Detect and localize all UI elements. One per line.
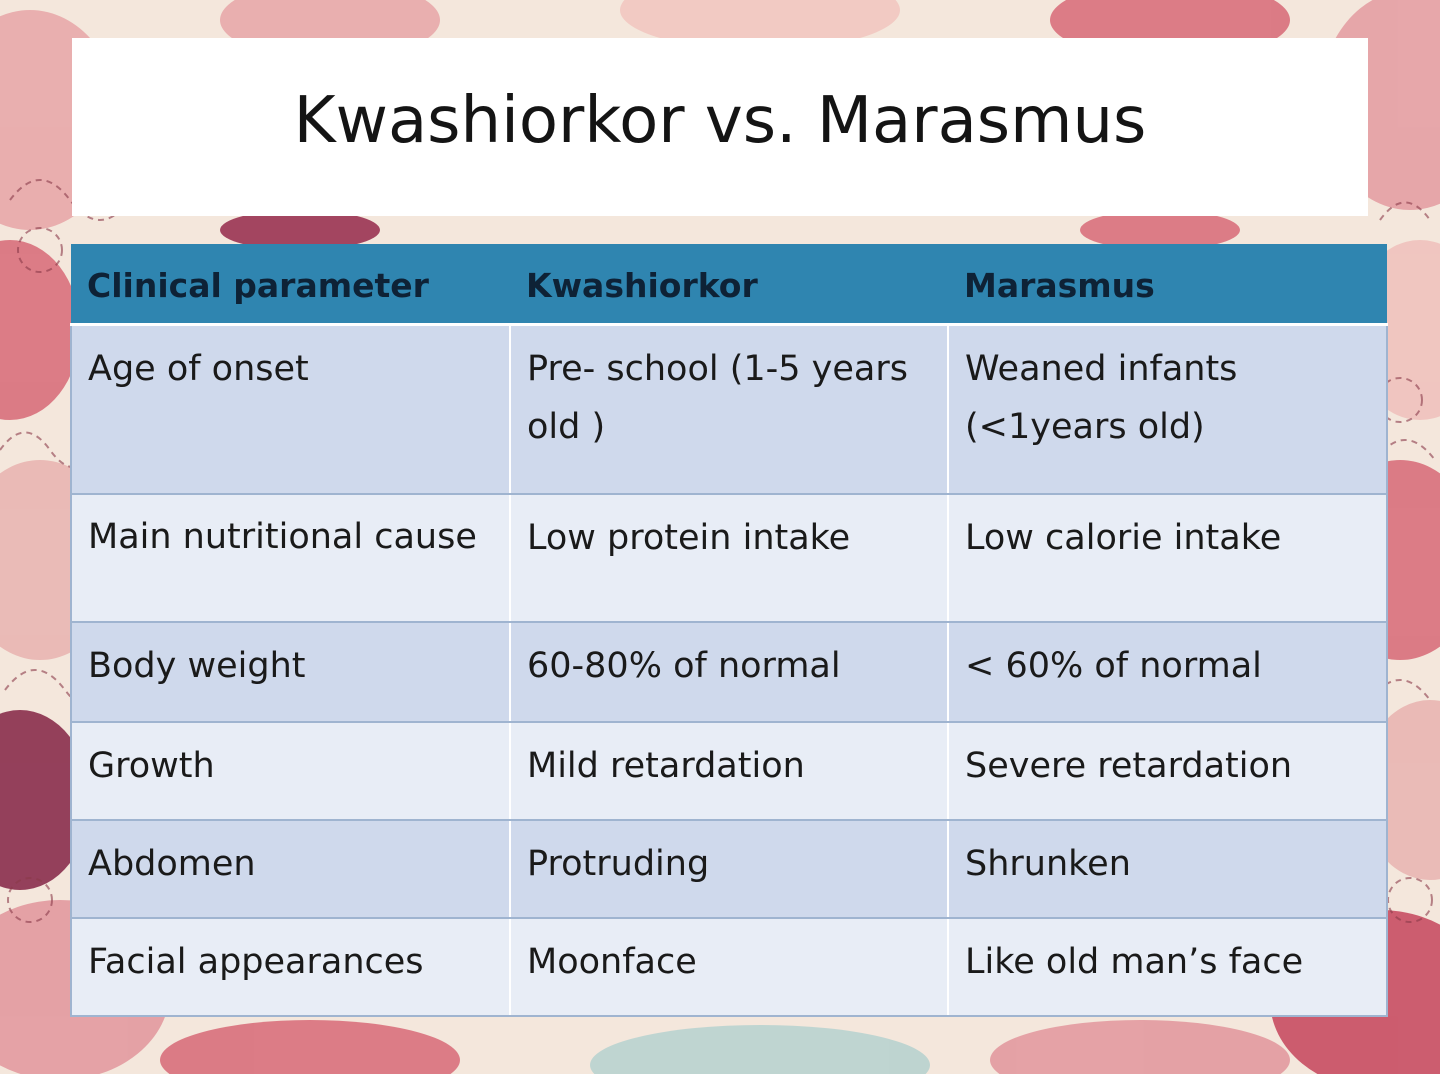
- table-row: Growth Mild retardation Severe retardati…: [70, 721, 1388, 821]
- table-row: Abdomen Protruding Shrunken: [70, 819, 1388, 919]
- table-cell: Protruding: [509, 819, 949, 919]
- table-header-row: Clinical parameter Kwashiorkor Marasmus: [71, 244, 1387, 326]
- table-cell: Facial appearances: [70, 917, 511, 1017]
- table-cell: Moonface: [509, 917, 949, 1017]
- comparison-table: Clinical parameter Kwashiorkor Marasmus …: [70, 244, 1388, 1017]
- table-cell: Pre- school (1-5 years old ): [509, 323, 949, 495]
- header-kwashiorkor: Kwashiorkor: [510, 244, 948, 326]
- table-row: Age of onset Pre- school (1-5 years old …: [70, 323, 1388, 495]
- table-cell: < 60% of normal: [947, 621, 1388, 723]
- table-cell: Mild retardation: [509, 721, 949, 821]
- table-cell: Weaned infants (<1years old): [947, 323, 1388, 495]
- table-cell: Severe retardation: [947, 721, 1388, 821]
- table-cell: Abdomen: [70, 819, 511, 919]
- table-cell: Body weight: [70, 621, 511, 723]
- table-cell: Low calorie intake: [947, 493, 1388, 623]
- table-cell: Low protein intake: [509, 493, 949, 623]
- table-cell: 60-80% of normal: [509, 621, 949, 723]
- title-box: Kwashiorkor vs. Marasmus: [72, 38, 1368, 216]
- table-row: Main nutritional cause Low protein intak…: [70, 493, 1388, 623]
- table-cell: Age of onset: [70, 323, 511, 495]
- header-clinical-parameter: Clinical parameter: [71, 244, 510, 326]
- table-row: Body weight 60-80% of normal < 60% of no…: [70, 621, 1388, 723]
- slide-title: Kwashiorkor vs. Marasmus: [293, 84, 1147, 158]
- header-marasmus: Marasmus: [948, 244, 1387, 326]
- table-cell: Shrunken: [947, 819, 1388, 919]
- table-row: Facial appearances Moonface Like old man…: [70, 917, 1388, 1017]
- table-cell: Growth: [70, 721, 511, 821]
- table-cell: Like old man’s face: [947, 917, 1388, 1017]
- table-cell: Main nutritional cause: [70, 493, 511, 623]
